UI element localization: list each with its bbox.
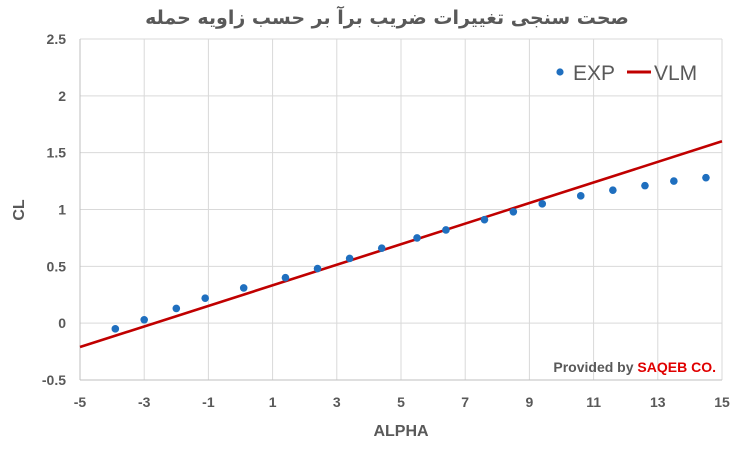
legend: EXP VLM (556, 62, 697, 85)
exp-data-point (377, 244, 386, 252)
y-tick-label: 2.5 (47, 31, 67, 47)
exp-data-point (239, 284, 248, 292)
legend-vlm-label: VLM (654, 62, 697, 85)
x-tick-label: 7 (461, 394, 469, 410)
x-tick-label: 15 (714, 394, 730, 410)
exp-data-point (413, 234, 421, 242)
y-tick-label: -0.5 (42, 372, 66, 388)
x-tick-label: 11 (586, 394, 601, 410)
y-tick-label: 1.5 (47, 145, 67, 161)
x-axis-title: ALPHA (373, 423, 429, 440)
y-tick-label: 1 (58, 202, 66, 218)
exp-data-point (538, 200, 547, 208)
x-tick-label: 13 (650, 394, 666, 410)
exp-data-point (670, 177, 678, 185)
x-tick-label: 1 (269, 394, 277, 410)
y-tick-label: 2 (58, 88, 66, 104)
x-tick-label: -3 (138, 394, 151, 410)
y-tick-label: 0.5 (47, 258, 67, 274)
exp-data-point (609, 186, 617, 194)
x-tick-label: -1 (202, 394, 215, 410)
exp-data-point (201, 294, 209, 302)
x-tick-label: 3 (333, 394, 341, 410)
vlm-series-line (79, 140, 723, 349)
y-axis-title: CL (11, 199, 28, 221)
credit-company: SAQEB CO. (637, 359, 716, 375)
exp-data-point (172, 304, 181, 313)
exp-data-point (576, 192, 585, 200)
exp-data-point (140, 315, 148, 324)
legend-exp-label: EXP (573, 62, 615, 85)
y-tick-label: 0 (58, 315, 66, 331)
exp-data-point (480, 215, 489, 224)
legend-exp-marker (556, 68, 564, 76)
exp-data-point (111, 325, 120, 333)
exp-data-point (509, 207, 518, 216)
exp-data-point (641, 181, 649, 190)
grid-lines (79, 38, 723, 381)
exp-data-point (313, 264, 322, 273)
credit-annotation: Provided by SAQEB CO. (553, 359, 716, 375)
chart-title: صحت سنجی تغییرات ضریب برآ بر حسب زاویه ح… (145, 5, 629, 29)
credit-prefix: Provided by (553, 359, 637, 375)
data-series (79, 140, 723, 349)
x-tick-label: 9 (526, 394, 534, 410)
x-tick-label: 5 (397, 394, 405, 410)
tick-labels: -5 -3 -1 1 3 5 7 9 11 13 15-0.500.511.522.5 (42, 31, 730, 410)
x-tick-label: -5 (74, 394, 87, 410)
exp-data-point (702, 173, 710, 182)
exp-data-point (281, 273, 290, 282)
exp-data-point (345, 254, 354, 263)
axes (79, 39, 722, 381)
exp-data-point (442, 226, 450, 234)
